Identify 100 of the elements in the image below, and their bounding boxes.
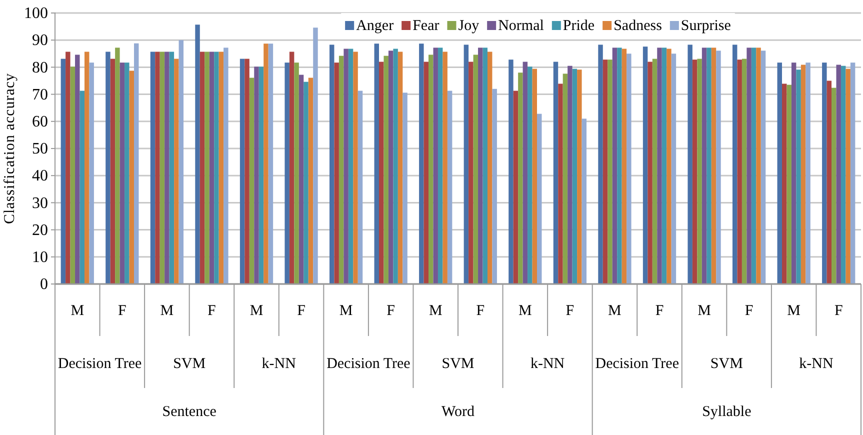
x-tick-label: F [297, 303, 306, 319]
bar [402, 92, 408, 284]
bar [442, 52, 448, 284]
bar [711, 48, 716, 284]
bar [468, 62, 474, 284]
x-tick-label: M [518, 303, 532, 319]
text: k-NN [262, 356, 296, 372]
bar [562, 74, 568, 284]
x-tick-label: M [70, 303, 84, 319]
bar [75, 54, 80, 284]
bar [612, 48, 618, 284]
bar [374, 44, 379, 284]
bar [626, 54, 632, 284]
bar [622, 48, 627, 284]
bar [487, 52, 492, 284]
text: SVM [173, 356, 206, 372]
bar [473, 54, 478, 284]
x-tick-label: F [476, 303, 485, 319]
bar [106, 52, 110, 284]
bar [264, 44, 268, 284]
x-tick-label: M [698, 303, 711, 319]
bar [642, 46, 648, 284]
bar [826, 80, 832, 284]
bar [666, 48, 672, 284]
bar [756, 48, 761, 284]
bar [513, 90, 518, 284]
bar [602, 60, 608, 284]
bar [294, 62, 299, 284]
bar [174, 58, 179, 284]
bar [155, 52, 160, 284]
bar [358, 90, 363, 284]
bar [518, 72, 523, 284]
bar [178, 40, 184, 284]
bar [419, 44, 424, 284]
bar [760, 50, 766, 284]
bar [617, 48, 622, 284]
bar [433, 48, 438, 284]
bar [218, 52, 224, 284]
legend-label: Anger [356, 18, 394, 34]
x-tick-label: F [655, 303, 664, 319]
legend-label: Joy [458, 18, 480, 34]
legend-label: Pride [562, 18, 595, 34]
bar [671, 54, 676, 284]
text: Decision Tree [595, 356, 680, 372]
bar [692, 60, 698, 284]
bar [268, 44, 274, 284]
bar [66, 52, 70, 284]
bar [706, 48, 712, 284]
bar [393, 48, 398, 284]
bar [338, 56, 344, 284]
text: SVM [710, 356, 743, 372]
bar [254, 66, 259, 284]
bar [522, 62, 528, 284]
bar [786, 84, 792, 284]
y-tick-label: 50 [32, 140, 48, 158]
bar [60, 58, 66, 284]
bar [89, 62, 94, 284]
bar [304, 82, 308, 284]
bar [657, 48, 662, 284]
bar [796, 70, 801, 284]
x-tick-label: F [208, 303, 216, 319]
bar [150, 52, 156, 284]
bar [249, 78, 254, 284]
bar [224, 48, 228, 284]
x-tick-label: M [250, 303, 264, 319]
text: Decision Tree [58, 356, 142, 372]
bar [209, 52, 214, 284]
bar [652, 58, 658, 284]
x-tick-label: F [386, 303, 396, 319]
bar [464, 44, 469, 284]
bar [777, 62, 782, 284]
bar [537, 114, 542, 284]
bar [846, 68, 850, 284]
y-tick-label: 100 [24, 5, 48, 22]
bar [806, 62, 810, 284]
bar [164, 52, 170, 284]
y-tick-label: 10 [32, 249, 48, 266]
bar [688, 44, 692, 284]
x-tick-label: M [160, 303, 174, 319]
bar [329, 44, 334, 284]
bar [850, 62, 856, 284]
bar [528, 66, 532, 284]
bar [80, 90, 84, 284]
bar [388, 50, 394, 284]
bar [832, 88, 836, 284]
legend-label: Normal [498, 18, 544, 34]
bar [558, 84, 563, 284]
bar [582, 118, 587, 284]
bar [742, 58, 747, 284]
legend-label: Surprise [680, 18, 732, 34]
y-axis-title: Classification accuracy [2, 72, 18, 224]
bar [577, 70, 582, 284]
x-tick-label: F [744, 303, 754, 319]
bar [398, 52, 403, 284]
bar [169, 52, 174, 284]
bar [289, 52, 294, 284]
bar [482, 48, 488, 284]
bar [129, 70, 134, 284]
bar [746, 48, 752, 284]
x-tick-label: M [787, 303, 801, 319]
